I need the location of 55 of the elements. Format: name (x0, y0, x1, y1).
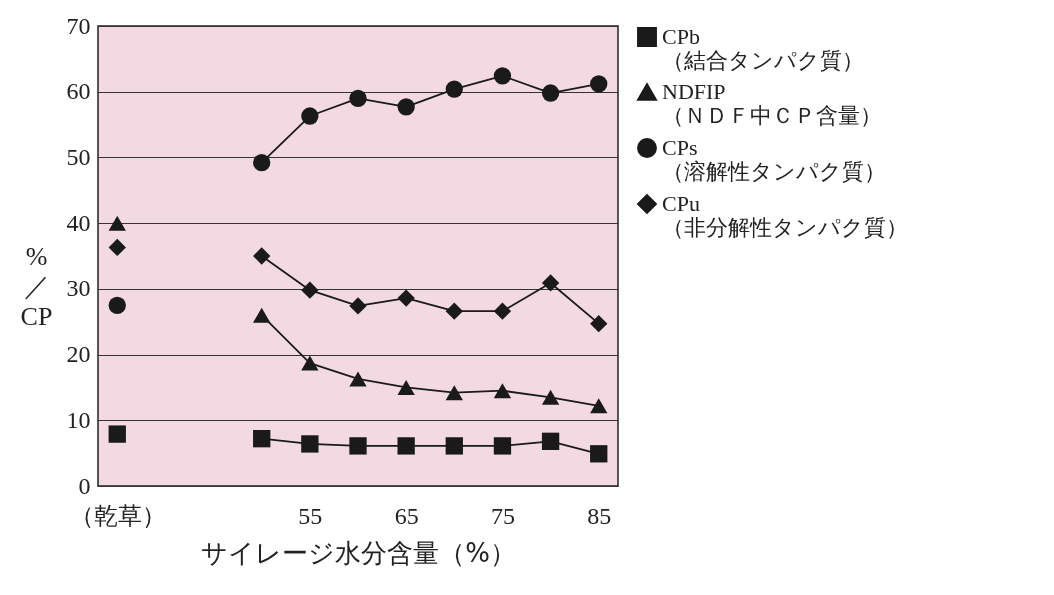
point (445, 437, 463, 455)
point (397, 289, 415, 307)
point (590, 398, 608, 414)
point (253, 430, 271, 448)
point (301, 281, 319, 299)
point (445, 302, 463, 320)
point (349, 297, 367, 315)
point (253, 154, 271, 172)
point (301, 107, 319, 125)
point (397, 98, 415, 116)
point (253, 247, 271, 265)
point (541, 84, 560, 102)
x-tick-label: （乾草） (69, 502, 166, 529)
point (253, 307, 271, 323)
point (108, 215, 126, 231)
point (349, 89, 367, 107)
x-tick-label: 65 (394, 502, 419, 529)
point (301, 435, 319, 453)
point (397, 379, 415, 395)
point (493, 302, 512, 320)
point (445, 385, 463, 401)
point (108, 296, 126, 314)
point (541, 274, 560, 292)
y-tick-label: 0 (78, 472, 91, 499)
point (590, 75, 608, 93)
y-tick-label: 20 (66, 341, 91, 368)
x-tick-label: 75 (490, 502, 515, 529)
legend-label: CPs （溶解性タンパク質） (662, 135, 886, 184)
y-tick-label: 60 (66, 78, 91, 105)
x-tick-label: 55 (298, 502, 323, 529)
point (349, 437, 367, 455)
point (108, 238, 126, 257)
y-tick-label: 40 (66, 209, 91, 236)
y-tick-label: 30 (66, 275, 91, 302)
y-axis-title: %／CP (20, 241, 53, 331)
point (590, 445, 608, 463)
y-tick-label: 70 (66, 12, 91, 39)
point (493, 67, 512, 85)
legend-label: CPu （非分解性タンパク質） (662, 191, 908, 240)
legend-label: CPb （結合タンパク質） (662, 24, 864, 73)
point (349, 371, 367, 387)
point (590, 315, 608, 333)
point (445, 80, 463, 98)
point (493, 383, 512, 399)
point (397, 437, 415, 455)
point (541, 432, 560, 450)
point (108, 425, 126, 443)
point (541, 389, 560, 405)
legend-label: NDFIP （ＮＤＦ中ＣＰ含量） (662, 79, 882, 128)
y-tick-label: 10 (66, 406, 91, 433)
x-axis-title: サイレージ水分含量（%） (201, 537, 516, 568)
x-tick-label: 85 (587, 502, 612, 529)
y-tick-label: 50 (66, 143, 91, 170)
point (301, 355, 319, 371)
point (493, 437, 512, 455)
